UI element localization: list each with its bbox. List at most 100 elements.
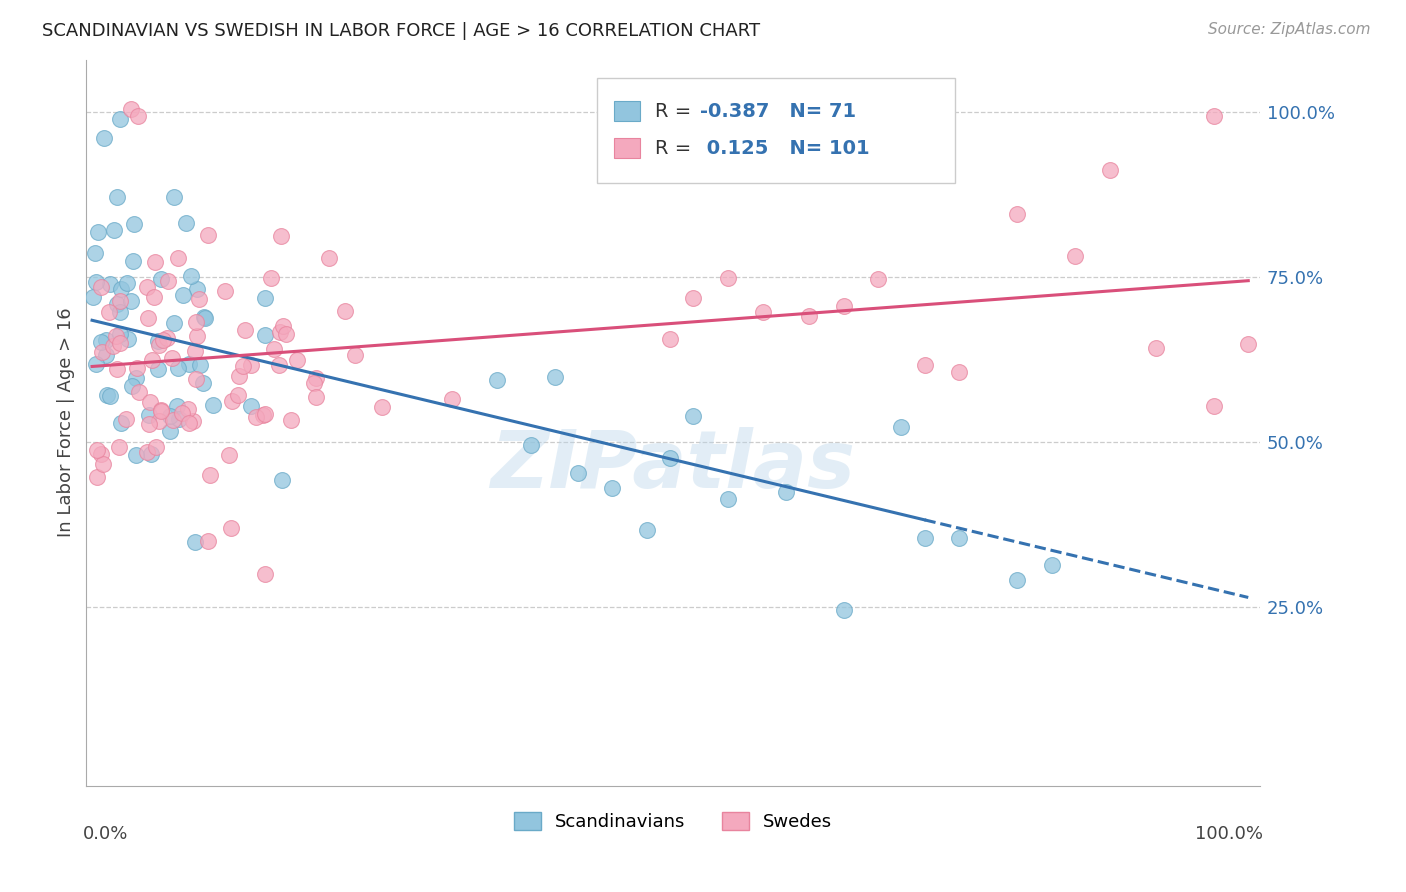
Point — [148, 414, 170, 428]
Point — [240, 358, 263, 372]
Point — [180, 269, 202, 284]
Text: N= 101: N= 101 — [776, 138, 870, 158]
Point — [143, 254, 166, 268]
Point — [232, 359, 254, 374]
Point — [197, 227, 219, 242]
Point — [145, 440, 167, 454]
Point — [333, 304, 356, 318]
Point — [125, 448, 148, 462]
Point — [254, 291, 277, 305]
Point — [146, 361, 169, 376]
Text: R =: R = — [655, 138, 697, 158]
Point — [948, 531, 970, 545]
Point — [105, 329, 128, 343]
Point — [152, 334, 174, 348]
Point — [254, 407, 277, 421]
Point — [636, 523, 658, 537]
Point — [84, 246, 107, 260]
Point — [682, 291, 704, 305]
Point — [1040, 558, 1063, 572]
Point — [485, 373, 508, 387]
Point — [252, 409, 274, 423]
Point — [868, 272, 890, 286]
Point — [91, 345, 114, 359]
Point — [267, 358, 290, 372]
Point — [160, 351, 183, 366]
Point — [1098, 163, 1121, 178]
Text: ZIPatlas: ZIPatlas — [491, 427, 856, 505]
Point — [269, 325, 291, 339]
Point — [90, 280, 112, 294]
Point — [141, 353, 163, 368]
Point — [115, 276, 138, 290]
Point — [159, 425, 181, 439]
Point — [96, 333, 118, 347]
Point — [101, 339, 124, 353]
Point — [233, 323, 256, 337]
Point — [150, 403, 173, 417]
Text: Source: ZipAtlas.com: Source: ZipAtlas.com — [1208, 22, 1371, 37]
Point — [285, 353, 308, 368]
Point — [197, 534, 219, 549]
Point — [280, 412, 302, 426]
Point — [149, 272, 172, 286]
Point — [108, 336, 131, 351]
Point — [219, 521, 242, 535]
Point — [96, 388, 118, 402]
Point — [135, 445, 157, 459]
Point — [97, 305, 120, 319]
Point — [602, 481, 624, 495]
Point — [156, 274, 179, 288]
Point — [162, 316, 184, 330]
Point — [179, 357, 201, 371]
Point — [121, 378, 143, 392]
Point — [832, 603, 855, 617]
Point — [87, 225, 110, 239]
Point — [167, 412, 190, 426]
Point — [120, 102, 142, 116]
Text: 0.0%: 0.0% — [83, 825, 128, 844]
Point — [127, 109, 149, 123]
Point — [167, 361, 190, 376]
Point — [146, 334, 169, 348]
Text: 100.0%: 100.0% — [1195, 825, 1264, 844]
FancyBboxPatch shape — [596, 78, 955, 183]
Point — [1202, 399, 1225, 413]
Point — [110, 416, 132, 430]
Point — [108, 440, 131, 454]
Point — [254, 567, 277, 582]
Point — [797, 309, 820, 323]
Point — [108, 293, 131, 308]
Point — [162, 413, 184, 427]
Point — [159, 409, 181, 423]
Point — [103, 223, 125, 237]
Point — [108, 327, 131, 342]
Text: N= 71: N= 71 — [776, 103, 856, 121]
Point — [138, 417, 160, 432]
Point — [174, 216, 197, 230]
Point — [156, 331, 179, 345]
Point — [115, 411, 138, 425]
Point — [659, 332, 682, 346]
Point — [302, 376, 325, 390]
Point — [270, 228, 292, 243]
Text: -0.387: -0.387 — [700, 103, 769, 121]
Point — [318, 251, 340, 265]
Point — [567, 466, 589, 480]
Point — [270, 474, 292, 488]
Point — [163, 190, 186, 204]
Point — [832, 299, 855, 313]
Point — [245, 410, 267, 425]
Point — [914, 532, 936, 546]
Point — [751, 305, 773, 319]
Point — [440, 392, 463, 407]
Point — [775, 485, 797, 500]
Y-axis label: In Labor Force | Age > 16: In Labor Force | Age > 16 — [58, 308, 75, 537]
Point — [221, 393, 243, 408]
Text: SCANDINAVIAN VS SWEDISH IN LABOR FORCE | AGE > 16 CORRELATION CHART: SCANDINAVIAN VS SWEDISH IN LABOR FORCE |… — [42, 22, 761, 40]
Point — [188, 292, 211, 306]
Point — [214, 284, 236, 298]
Point — [1144, 341, 1167, 355]
Point — [127, 361, 149, 376]
Point — [181, 414, 204, 428]
